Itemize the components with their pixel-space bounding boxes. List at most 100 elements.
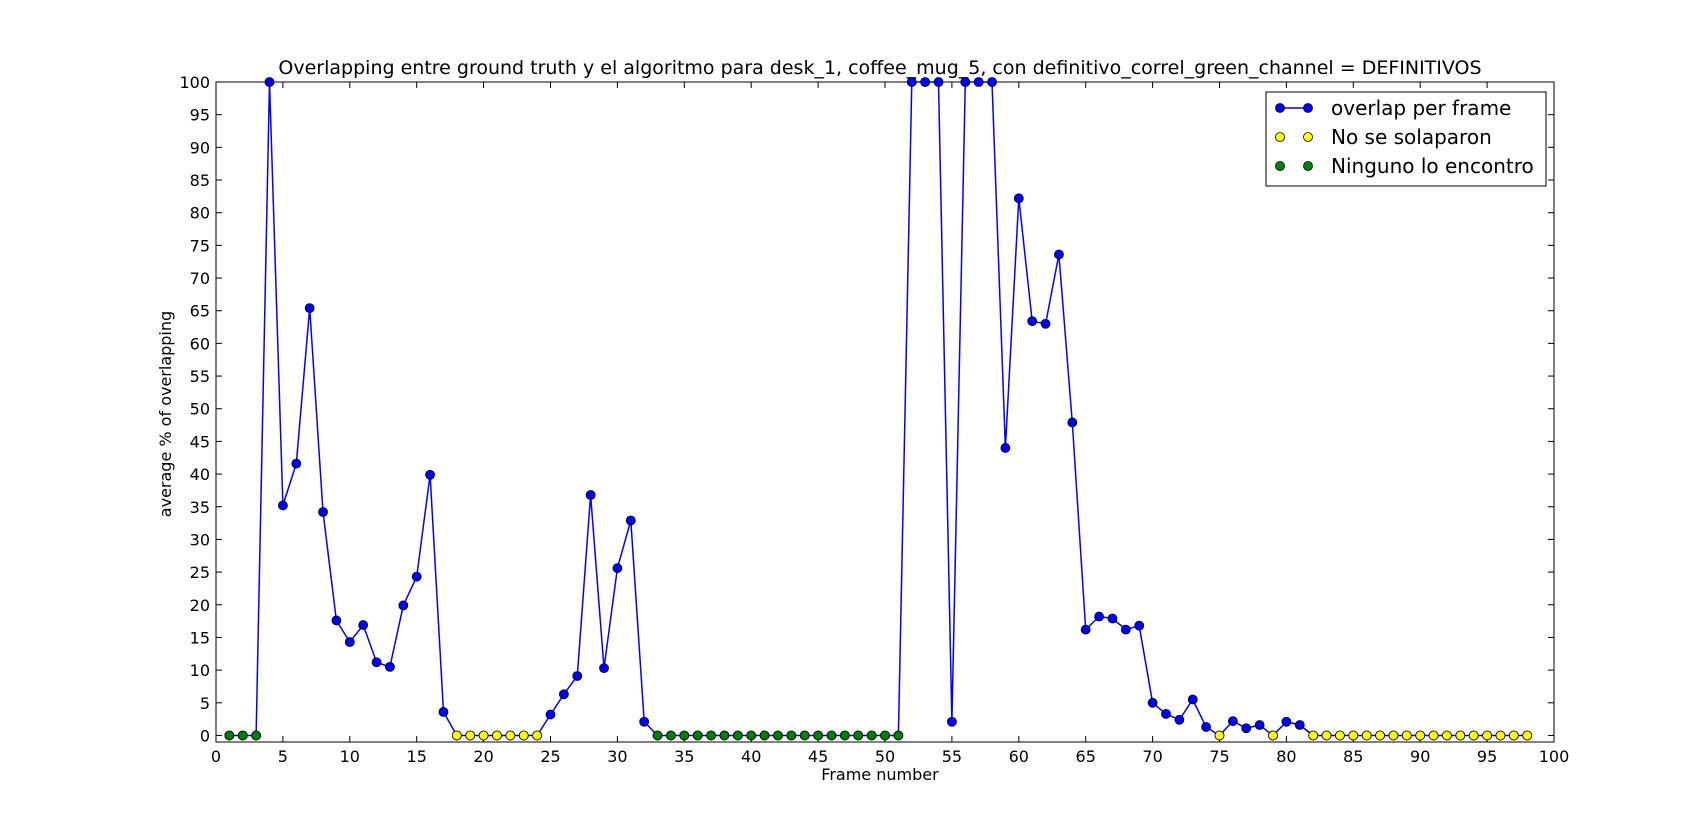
data-point bbox=[224, 730, 235, 741]
data-point bbox=[505, 730, 516, 741]
data-point bbox=[1067, 417, 1078, 428]
y-tick-label: 35 bbox=[190, 498, 210, 517]
data-point bbox=[1187, 694, 1198, 705]
y-tick-label: 95 bbox=[190, 106, 210, 125]
data-point bbox=[291, 458, 302, 469]
chart-title: Overlapping entre ground truth y el algo… bbox=[278, 57, 1481, 79]
legend-marker bbox=[1275, 103, 1285, 113]
x-tick-label: 90 bbox=[1410, 747, 1430, 766]
data-point bbox=[277, 500, 288, 511]
data-point bbox=[1442, 730, 1452, 741]
data-point bbox=[1227, 716, 1238, 726]
data-point bbox=[773, 730, 783, 741]
y-tick-label: 45 bbox=[190, 432, 210, 451]
data-point bbox=[1254, 720, 1265, 730]
x-tick-label: 45 bbox=[808, 747, 828, 766]
x-tick-label: 20 bbox=[473, 747, 493, 766]
data-point bbox=[625, 515, 636, 526]
data-point bbox=[585, 490, 596, 500]
legend-label: No se solaparon bbox=[1331, 125, 1492, 149]
data-point bbox=[451, 730, 462, 741]
data-point bbox=[786, 730, 797, 741]
x-tick-label: 80 bbox=[1276, 747, 1296, 766]
data-point bbox=[1201, 722, 1212, 732]
data-point bbox=[1495, 730, 1506, 741]
data-point bbox=[1482, 730, 1492, 741]
data-point bbox=[1401, 730, 1412, 741]
x-tick-label: 0 bbox=[211, 747, 221, 766]
x-tick-label: 95 bbox=[1477, 747, 1497, 766]
x-tick-label: 85 bbox=[1343, 747, 1363, 766]
x-tick-label: 65 bbox=[1076, 747, 1096, 766]
y-tick-label: 30 bbox=[190, 530, 210, 549]
data-point bbox=[558, 689, 569, 700]
data-point bbox=[1348, 730, 1359, 741]
data-point bbox=[947, 716, 957, 727]
y-tick-label: 0 bbox=[200, 726, 210, 745]
x-tick-label: 40 bbox=[741, 747, 761, 766]
legend-marker bbox=[1275, 161, 1285, 171]
data-point bbox=[920, 77, 931, 87]
x-tick-label: 5 bbox=[278, 747, 288, 766]
y-tick-label: 75 bbox=[190, 236, 210, 255]
data-point bbox=[839, 730, 850, 741]
x-tick-label: 25 bbox=[540, 747, 560, 766]
legend-marker bbox=[1303, 103, 1313, 113]
legend-marker bbox=[1303, 132, 1313, 142]
data-point bbox=[973, 77, 984, 87]
y-tick-label: 65 bbox=[190, 302, 210, 321]
x-tick-label: 100 bbox=[1539, 747, 1570, 766]
data-point bbox=[813, 730, 823, 741]
data-point bbox=[1120, 624, 1131, 635]
data-point bbox=[666, 730, 676, 741]
data-point bbox=[1040, 318, 1051, 329]
x-tick-label: 70 bbox=[1142, 747, 1162, 766]
data-point bbox=[1000, 443, 1011, 453]
y-tick-label: 90 bbox=[190, 138, 210, 157]
data-point bbox=[438, 707, 449, 717]
data-point bbox=[599, 663, 609, 674]
x-axis-label: Frame number bbox=[821, 765, 939, 784]
data-point bbox=[880, 730, 890, 741]
data-point bbox=[237, 730, 248, 741]
data-point bbox=[1308, 730, 1319, 741]
y-tick-label: 55 bbox=[190, 367, 210, 386]
y-tick-label: 10 bbox=[190, 661, 210, 680]
data-point bbox=[826, 730, 837, 741]
legend: overlap per frame No se solaparon Ninguno … bbox=[1265, 91, 1547, 187]
x-tick-label: 50 bbox=[875, 747, 895, 766]
data-point bbox=[318, 507, 328, 517]
data-point bbox=[906, 77, 917, 87]
data-point bbox=[371, 657, 382, 668]
x-tick-label: 60 bbox=[1009, 747, 1029, 766]
data-point bbox=[1508, 730, 1519, 741]
y-tick-label: 50 bbox=[190, 400, 210, 419]
y-tick-label: 5 bbox=[200, 694, 210, 713]
data-point bbox=[1107, 613, 1118, 624]
legend-marker bbox=[1303, 161, 1313, 171]
x-tick-label: 30 bbox=[607, 747, 627, 766]
data-point bbox=[358, 620, 369, 630]
y-tick-label: 85 bbox=[190, 171, 210, 190]
data-point bbox=[1522, 730, 1533, 741]
series-1 bbox=[451, 730, 1533, 741]
data-point bbox=[1241, 723, 1252, 734]
data-point bbox=[545, 709, 556, 720]
x-tick-label: 35 bbox=[674, 747, 694, 766]
data-point bbox=[1080, 624, 1091, 635]
y-tick-label: 15 bbox=[190, 628, 210, 647]
data-point bbox=[612, 563, 623, 574]
legend-label: Ninguno lo encontro bbox=[1331, 154, 1534, 178]
legend-marker bbox=[1275, 132, 1285, 142]
data-point bbox=[518, 730, 529, 741]
plot-area: 0 5 10 15 20 25 30 35 40 45 50 55 60 65 70 75 80 85 90 95 10… bbox=[179, 73, 1569, 766]
data-point bbox=[331, 615, 342, 626]
data-point bbox=[465, 730, 476, 741]
data-point bbox=[425, 469, 435, 480]
data-point bbox=[866, 730, 877, 741]
data-point bbox=[759, 730, 770, 741]
data-point bbox=[264, 77, 275, 87]
data-point bbox=[706, 730, 716, 741]
y-tick-label: 20 bbox=[190, 596, 210, 615]
data-point bbox=[1054, 249, 1064, 260]
